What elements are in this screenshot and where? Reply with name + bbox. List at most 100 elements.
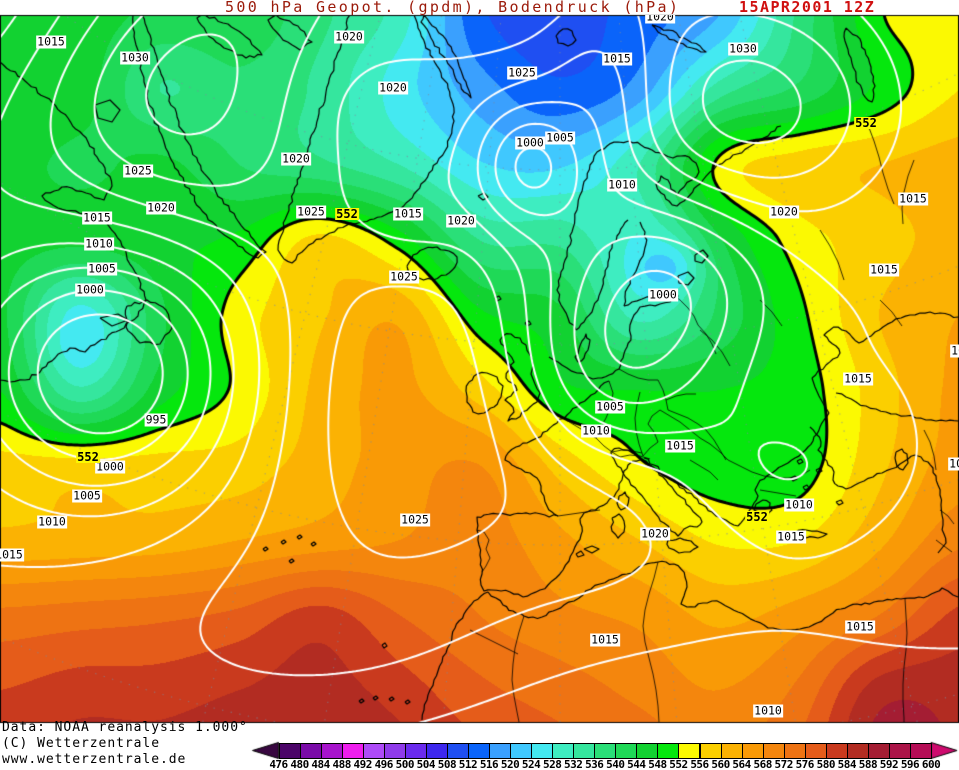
legend-color-box xyxy=(552,742,575,759)
legend-value: 508 xyxy=(437,758,457,770)
legend-color-box xyxy=(320,742,343,759)
legend-color-box xyxy=(846,742,869,759)
isobar-label: 1015 xyxy=(665,438,695,453)
legend-color-box xyxy=(657,742,680,759)
legend-color-box xyxy=(615,742,638,759)
legend-value: 572 xyxy=(774,758,794,770)
isobar-label: 1015 xyxy=(950,344,959,358)
isobar-label: 1000 xyxy=(95,459,125,474)
isobar-label: 1005 xyxy=(545,130,575,145)
legend-color-box xyxy=(678,742,701,759)
isobar-label: 1005 xyxy=(72,488,102,503)
legend-color-box xyxy=(762,742,785,759)
isobar-label: 1000 xyxy=(648,287,678,302)
geopotential-552-label: 552 xyxy=(335,207,359,221)
isobar-label: 1005 xyxy=(87,261,117,276)
isobar-label: 995 xyxy=(144,412,168,427)
isobar-label: 1015 xyxy=(0,548,24,562)
legend-color-box xyxy=(404,742,427,759)
legend-value: 580 xyxy=(816,758,836,770)
legend-color-box xyxy=(278,742,301,759)
isobar-label: 1010 xyxy=(581,423,611,438)
isobar-label: 1000 xyxy=(515,135,545,150)
isobar-label: 1010 xyxy=(607,177,637,192)
legend-color-box xyxy=(825,742,848,759)
isobar-label: 1010 xyxy=(37,514,67,529)
legend-value: 512 xyxy=(458,758,478,770)
isobar-label: 1025 xyxy=(123,163,153,178)
map-title: 500 hPa Geopot. (gpdm), Bodendruck (hPa) xyxy=(225,0,681,16)
legend-value: 600 xyxy=(921,758,941,770)
contour-labels-layer: 1015 1030 1020 1020 1025 1015 1020 1030 1025 1020… xyxy=(0,15,959,722)
isobar-label: 1020 xyxy=(446,213,476,228)
legend-color-box xyxy=(783,742,806,759)
legend-color-box xyxy=(888,742,911,759)
legend-value: 476 xyxy=(269,758,288,770)
credits-copyright: (C) Wetterzentrale xyxy=(2,736,160,751)
isobar-label: 1025 xyxy=(389,269,419,284)
isobar-label: 1030 xyxy=(728,41,758,56)
isobar-label: 1015 xyxy=(393,206,423,221)
legend-value: 544 xyxy=(627,758,646,770)
legend-color-box xyxy=(341,742,364,759)
isobar-label: 1015 xyxy=(845,619,875,634)
legend-color-box xyxy=(510,742,533,759)
isobar-label: 1015 xyxy=(843,371,873,386)
isobar-label: 1020 xyxy=(146,200,176,215)
legend-value: 536 xyxy=(585,758,604,770)
legend-value: 520 xyxy=(500,758,520,770)
legend-value: 568 xyxy=(753,758,772,770)
isobar-label: 1020 xyxy=(645,15,675,24)
map-datetime: 15APR2001 12Z xyxy=(739,0,876,16)
isobar-label: 1015 xyxy=(36,34,66,49)
isobar-label: 1030 xyxy=(120,50,150,65)
legend-color-box xyxy=(467,742,490,759)
legend-color-box xyxy=(741,742,764,759)
legend-color-box xyxy=(446,742,469,759)
legend-color-box xyxy=(594,742,617,759)
legend-color-box xyxy=(299,742,322,759)
legend-value: 592 xyxy=(879,758,899,770)
legend-value: 516 xyxy=(479,758,499,770)
geopotential-552-label: 552 xyxy=(745,510,769,524)
legend-color-box xyxy=(489,742,512,759)
legend-color-box xyxy=(383,742,406,759)
isobar-label: 1025 xyxy=(296,204,326,219)
legend-color-box xyxy=(362,742,385,759)
legend-value: 564 xyxy=(732,758,751,770)
legend-value: 576 xyxy=(795,758,815,770)
legend-value: 488 xyxy=(332,758,351,770)
legend-value: 524 xyxy=(521,758,541,770)
isobar-label: 1015 xyxy=(869,262,899,277)
isobar-label: 1020 xyxy=(378,80,408,95)
legend-color-box xyxy=(636,742,659,759)
legend-color-box xyxy=(425,742,448,759)
isobar-label: 1010 xyxy=(753,703,783,718)
legend-color-box xyxy=(531,742,554,759)
legend-value: 496 xyxy=(374,758,394,770)
isobar-label: 1015 xyxy=(602,51,632,66)
isobar-label: 1010 xyxy=(84,236,114,251)
isobar-label: 1000 xyxy=(75,282,105,297)
legend-value: 552 xyxy=(669,758,688,770)
isobar-label: 1010 xyxy=(784,497,814,512)
isobar-label: 1025 xyxy=(400,512,430,527)
isobar-label: 1020 xyxy=(769,204,799,219)
legend-value: 532 xyxy=(564,758,583,770)
isobar-label: 1015 xyxy=(590,632,620,647)
isobar-label: 1015 xyxy=(82,210,112,225)
legend-value: 480 xyxy=(290,758,309,770)
legend-value: 540 xyxy=(606,758,625,770)
credits-data-source: Data: NOAA reanalysis 1.000° xyxy=(2,720,248,735)
legend-value: 584 xyxy=(837,758,857,770)
credits: Data: NOAA reanalysis 1.000° (C) Wetterz… xyxy=(2,720,248,768)
legend-value: 596 xyxy=(900,758,920,770)
isobar-label: 1005 xyxy=(595,399,625,414)
legend-color-box xyxy=(804,742,827,759)
legend-color-box xyxy=(573,742,596,759)
legend-value: 588 xyxy=(858,758,878,770)
isobar-label: 1025 xyxy=(507,65,537,80)
isobar-label: 1020 xyxy=(640,526,670,541)
